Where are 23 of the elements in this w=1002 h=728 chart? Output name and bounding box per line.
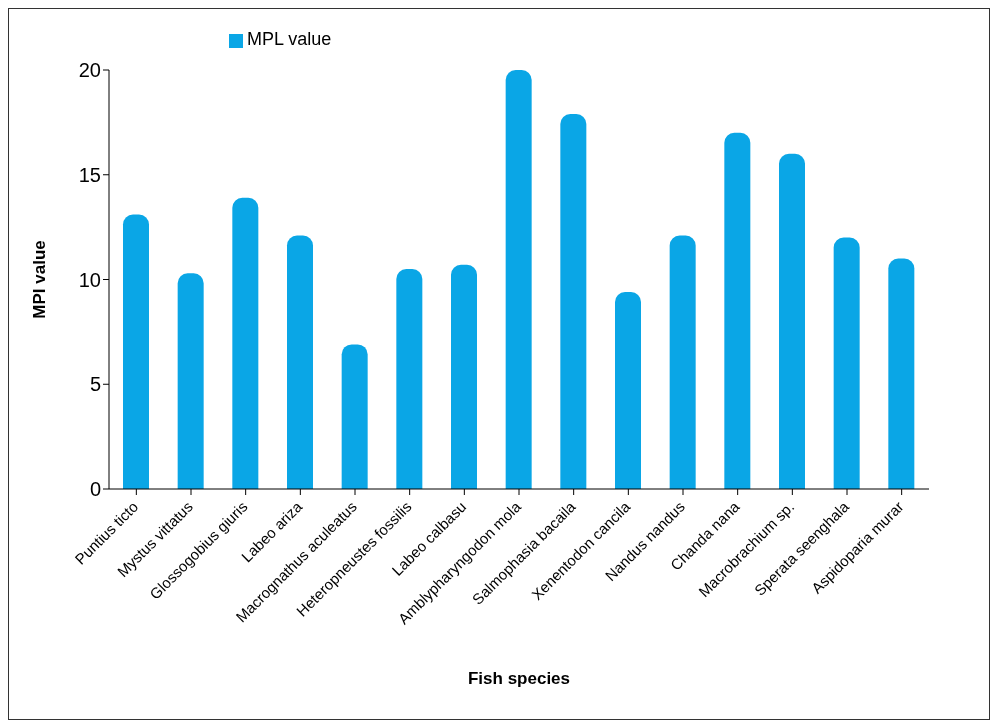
- bar: [232, 197, 259, 489]
- y-tick-label: 15: [78, 163, 101, 186]
- bar: [779, 153, 805, 489]
- bar: [560, 114, 587, 489]
- bar: [505, 70, 532, 489]
- bar: [287, 235, 313, 489]
- bar: [341, 344, 368, 489]
- x-axis-title: Fish species: [467, 669, 571, 688]
- bar: [177, 273, 204, 489]
- bar: [451, 264, 477, 489]
- bar: [888, 258, 915, 489]
- y-tick-label: 10: [78, 268, 101, 291]
- y-tick-label: 0: [89, 478, 101, 501]
- bar: [669, 235, 696, 489]
- bar: [724, 132, 751, 489]
- y-tick-label: 20: [78, 59, 101, 82]
- bar: [123, 214, 149, 489]
- bar: [396, 269, 423, 489]
- y-axis-title: MPI value: [30, 240, 50, 319]
- bar: [615, 292, 641, 489]
- bar: [833, 237, 860, 489]
- legend-label: MPL value: [247, 29, 332, 49]
- y-tick-label: 5: [89, 373, 101, 396]
